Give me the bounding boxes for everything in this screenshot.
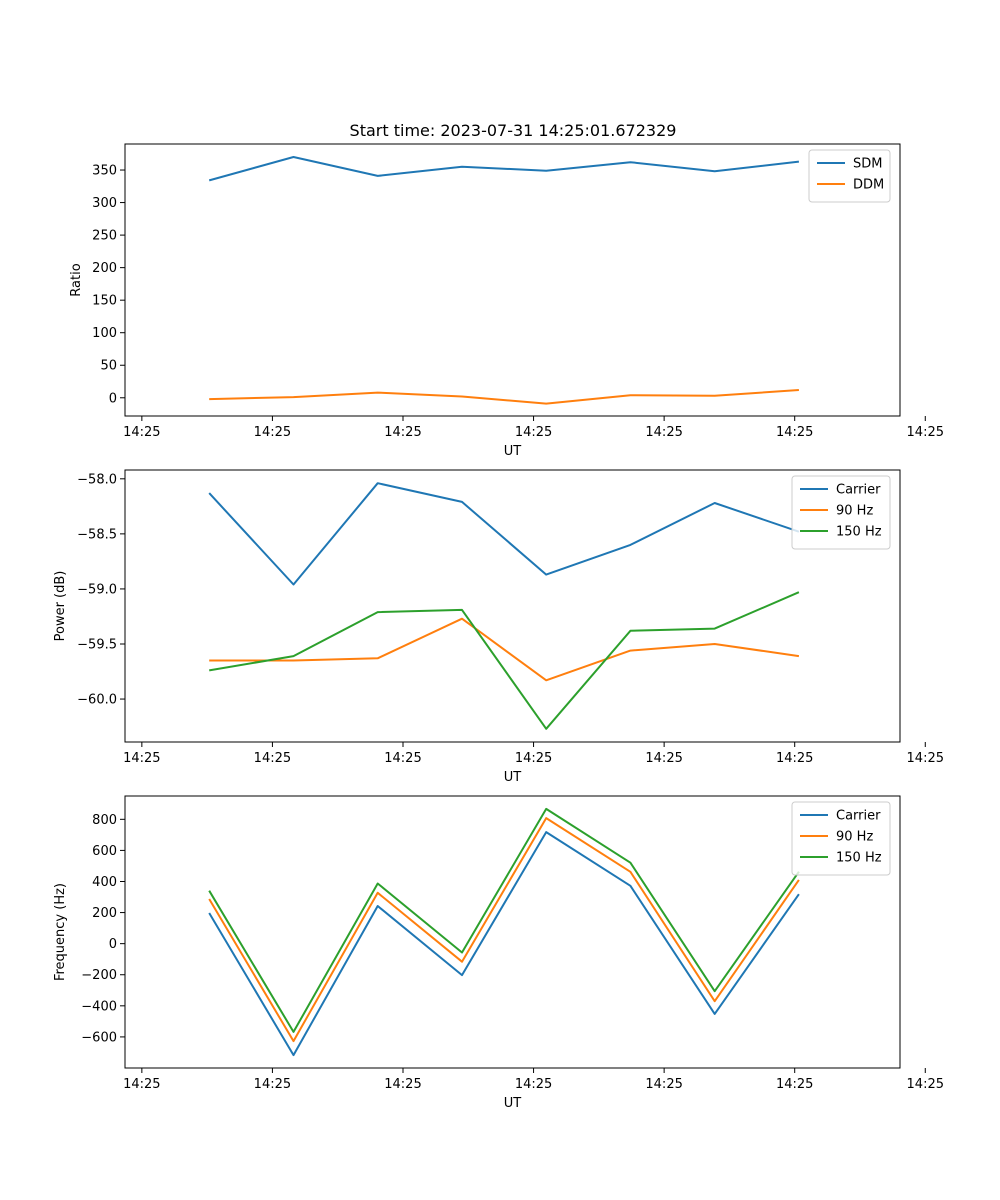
x-tick-label: 14:25 xyxy=(254,1077,291,1092)
x-tick-label: 14:25 xyxy=(907,751,944,766)
x-tick-label: 14:25 xyxy=(907,425,944,440)
x-axis-label: UT xyxy=(504,1096,522,1111)
y-tick-label: −59.5 xyxy=(77,637,117,652)
chart-panel-2: −60.0 −59.5 −59.0 −58.5 −58.0 14:25 14:25 14:25… xyxy=(53,469,944,785)
y-tick-label: 300 xyxy=(92,196,117,211)
series-line-carrier xyxy=(208,831,800,1057)
chart-panel-3: −600 −400 −200 0 200 400 600 800 14:25 14:25 14:25… xyxy=(53,795,944,1111)
x-tick-label: 14:25 xyxy=(907,1077,944,1092)
plot-frame xyxy=(124,795,901,1069)
x-tick-label: 14:25 xyxy=(515,1077,552,1092)
chart-panel-1: 0 50 100 150 200 250 300 350 14:25 14:25 14:25 14:2… xyxy=(69,143,944,459)
legend-label: Carrier xyxy=(836,483,881,498)
y-tick-label: 600 xyxy=(92,844,117,859)
series-line-ddm xyxy=(209,389,799,405)
y-tick-label: −58.5 xyxy=(77,527,117,542)
y-tick-label: 250 xyxy=(92,229,117,244)
y-tick-label: −200 xyxy=(81,968,117,983)
x-tick-label: 14:25 xyxy=(776,751,813,766)
y-tick-label: −58.0 xyxy=(77,472,117,487)
y-tick-label: 200 xyxy=(92,906,117,921)
x-tick-label: 14:25 xyxy=(254,751,291,766)
legend-label: Carrier xyxy=(836,809,881,824)
y-tick-label: 800 xyxy=(92,813,117,828)
y-tick-label: −60.0 xyxy=(77,693,117,708)
legend-label: 90 Hz xyxy=(836,830,873,845)
y-tick-label: −400 xyxy=(81,999,117,1014)
x-tick-label: 14:25 xyxy=(384,425,421,440)
y-tick-label: −600 xyxy=(81,1030,117,1045)
x-tick-label: 14:25 xyxy=(123,751,160,766)
legend-label: DDM xyxy=(853,178,884,193)
y-axis-label: Ratio xyxy=(69,263,84,296)
x-tick-label: 14:25 xyxy=(123,425,160,440)
y-tick-label: 0 xyxy=(109,391,117,406)
x-tick-label: 14:25 xyxy=(645,1077,682,1092)
series-line-150-hz xyxy=(209,591,800,730)
legend: Carrier 90 Hz 150 Hz xyxy=(791,475,891,550)
legend: Carrier 90 Hz 150 Hz xyxy=(791,801,891,876)
y-tick-label: 100 xyxy=(92,326,117,341)
series-line-150-hz xyxy=(208,807,800,1033)
x-tick-label: 14:25 xyxy=(515,751,552,766)
y-tick-label: −59.0 xyxy=(77,582,117,597)
plot-frame xyxy=(124,469,901,743)
chart-panels: 0 50 100 150 200 250 300 350 14:25 14:25 14:25 14:2… xyxy=(53,143,944,1111)
y-tick-label: 150 xyxy=(92,294,117,309)
y-axis-label: Power (dB) xyxy=(53,571,68,642)
x-tick-label: 14:25 xyxy=(776,425,813,440)
legend-label: 90 Hz xyxy=(836,504,873,519)
x-axis-label: UT xyxy=(504,444,522,459)
y-axis-label: Frequency (Hz) xyxy=(53,883,68,981)
x-tick-label: 14:25 xyxy=(776,1077,813,1092)
legend-label: 150 Hz xyxy=(836,525,882,540)
legend: SDM DDM xyxy=(808,149,891,203)
x-tick-label: 14:25 xyxy=(515,425,552,440)
series-line-90-hz xyxy=(209,617,800,682)
legend-label: 150 Hz xyxy=(836,851,882,866)
y-tick-label: 350 xyxy=(92,164,117,179)
plot-frame xyxy=(124,143,901,417)
x-tick-label: 14:25 xyxy=(384,1077,421,1092)
y-tick-label: 50 xyxy=(100,359,117,374)
chart-title: Start time: 2023-07-31 14:25:01.672329 xyxy=(350,121,677,140)
series-line-carrier xyxy=(208,482,800,586)
series-line-sdm xyxy=(208,156,800,182)
series-line-90-hz xyxy=(208,817,800,1043)
x-tick-label: 14:25 xyxy=(123,1077,160,1092)
legend-label: SDM xyxy=(853,157,882,172)
y-tick-label: 200 xyxy=(92,261,117,276)
x-tick-label: 14:25 xyxy=(645,751,682,766)
x-axis-label: UT xyxy=(504,770,522,785)
x-tick-label: 14:25 xyxy=(254,425,291,440)
y-tick-label: 400 xyxy=(92,875,117,890)
x-tick-label: 14:25 xyxy=(645,425,682,440)
x-tick-label: 14:25 xyxy=(384,751,421,766)
y-tick-label: 0 xyxy=(109,937,117,952)
